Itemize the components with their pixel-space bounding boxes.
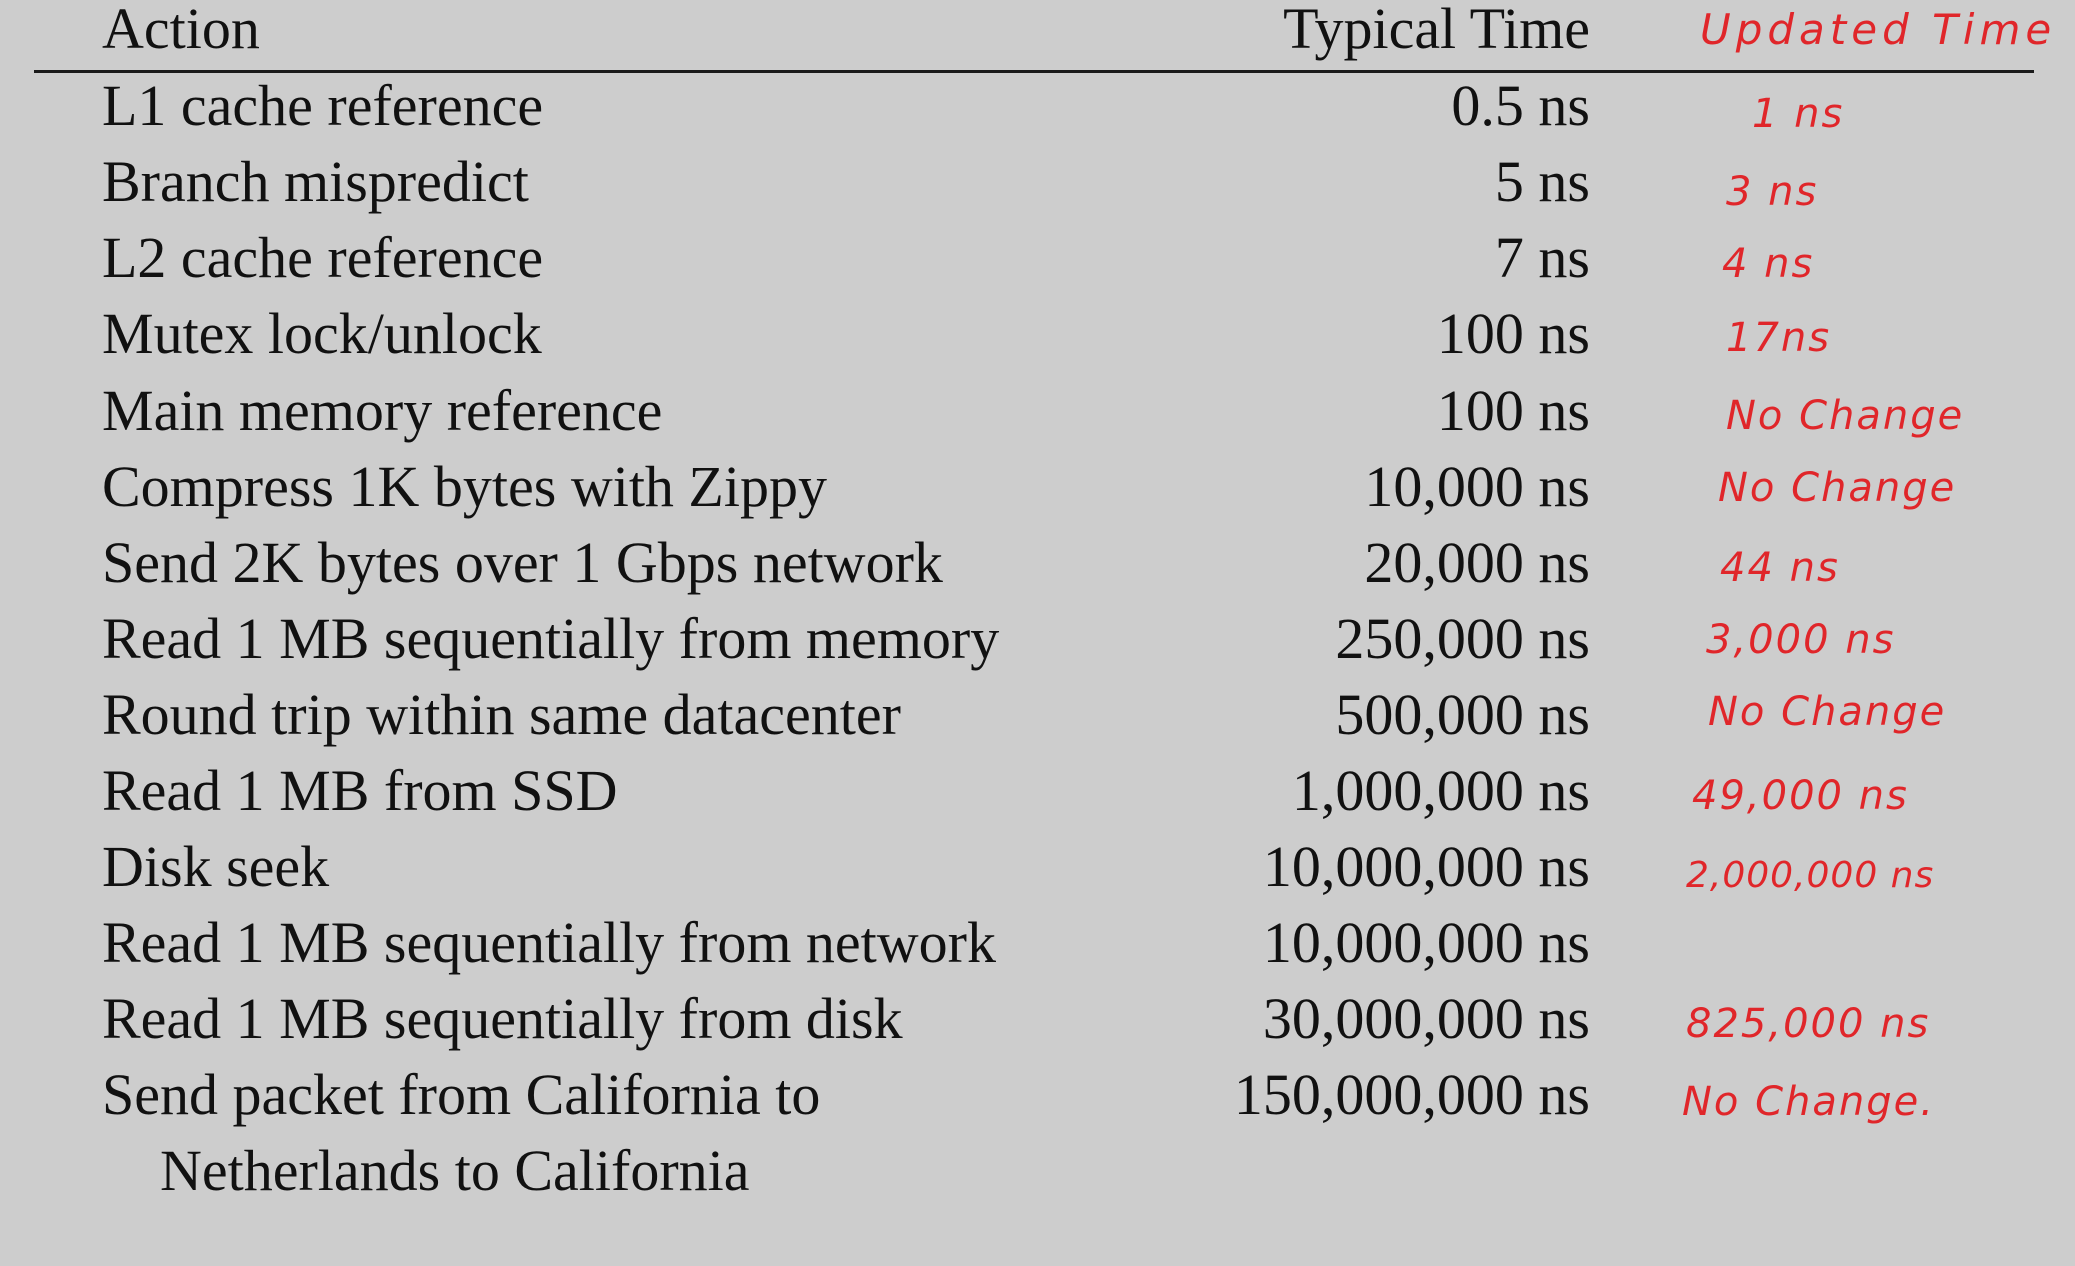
- row-typical-time: 10,000,000 ns: [1262, 910, 1590, 975]
- row-updated-time: 3,000 ns: [1706, 617, 1896, 663]
- row-updated-time: 49,000 ns: [1692, 773, 1909, 819]
- row-action: Read 1 MB sequentially from network: [102, 910, 996, 975]
- header-updated-time: Updated Time: [1700, 5, 2057, 54]
- row-typical-time: 500,000 ns: [1335, 682, 1590, 747]
- row-action: Disk seek: [102, 834, 330, 899]
- row-action: Compress 1K bytes with Zippy: [102, 454, 827, 519]
- row-action: Read 1 MB sequentially from disk: [102, 986, 903, 1051]
- row-action-continuation: Netherlands to California: [160, 1138, 750, 1203]
- row-typical-time: 100 ns: [1436, 301, 1590, 366]
- row-updated-time: No Change: [1726, 393, 1965, 439]
- row-action: L1 cache reference: [102, 73, 544, 138]
- row-updated-time: No Change.: [1682, 1079, 1935, 1125]
- row-typical-time: 150,000,000 ns: [1233, 1062, 1590, 1127]
- row-updated-time: 825,000 ns: [1686, 1001, 1931, 1047]
- row-typical-time: 100 ns: [1436, 378, 1590, 443]
- row-updated-time: 3 ns: [1726, 169, 1819, 215]
- row-action: Read 1 MB from SSD: [102, 758, 618, 823]
- row-typical-time: 10,000,000 ns: [1262, 834, 1590, 899]
- row-typical-time: 7 ns: [1494, 225, 1590, 290]
- row-updated-time: 1 ns: [1752, 91, 1845, 137]
- row-typical-time: 20,000 ns: [1364, 530, 1590, 595]
- row-action: Read 1 MB sequentially from memory: [102, 606, 1000, 671]
- row-typical-time: 250,000 ns: [1335, 606, 1590, 671]
- row-action: Send 2K bytes over 1 Gbps network: [102, 530, 943, 595]
- row-action: Round trip within same datacenter: [102, 682, 901, 747]
- row-typical-time: 0.5 ns: [1451, 73, 1590, 138]
- header-typical-time: Typical Time: [1283, 0, 1590, 61]
- header-rule: [34, 70, 2034, 73]
- row-updated-time: 4 ns: [1722, 241, 1815, 287]
- row-typical-time: 10,000 ns: [1364, 454, 1590, 519]
- header-action: Action: [102, 0, 260, 61]
- row-action: Mutex lock/unlock: [102, 301, 542, 366]
- row-updated-time: No Change: [1718, 465, 1957, 511]
- row-updated-time: No Change: [1708, 689, 1947, 735]
- row-updated-time: 44 ns: [1720, 545, 1840, 591]
- row-typical-time: 1,000,000 ns: [1291, 758, 1590, 823]
- row-updated-time: 17ns: [1726, 315, 1832, 361]
- row-typical-time: 30,000,000 ns: [1262, 986, 1590, 1051]
- row-updated-time: 2,000,000 ns: [1686, 855, 1935, 896]
- row-action: Send packet from California to: [102, 1062, 821, 1127]
- row-action: Branch mispredict: [102, 149, 529, 214]
- row-typical-time: 5 ns: [1494, 149, 1590, 214]
- row-action: Main memory reference: [102, 378, 663, 443]
- row-action: L2 cache reference: [102, 225, 544, 290]
